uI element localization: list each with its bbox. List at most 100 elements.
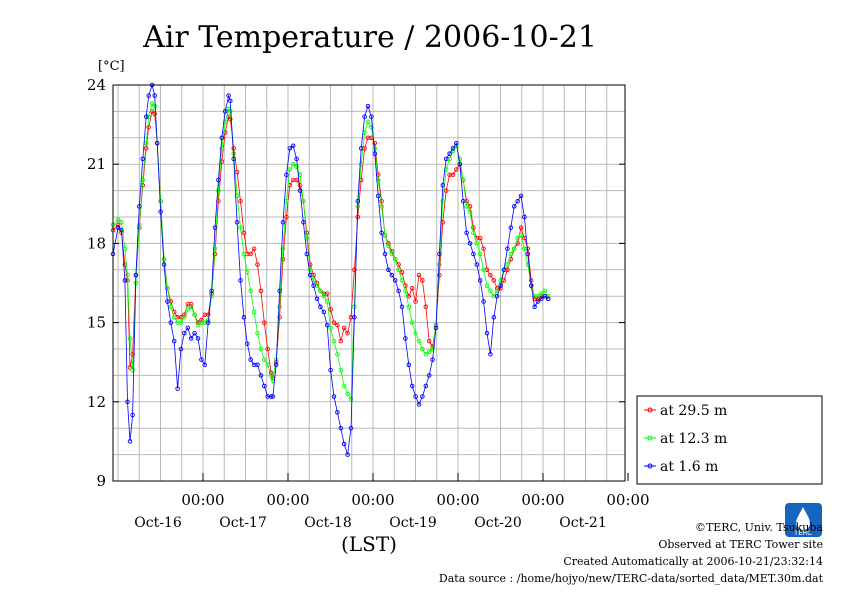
- data-point: [522, 214, 527, 220]
- data-point: [165, 299, 170, 304]
- data-point: [192, 312, 197, 317]
- data-point: [171, 338, 177, 344]
- data-point: [454, 140, 459, 146]
- data-point: [307, 272, 313, 278]
- data-point: [152, 103, 157, 109]
- series-layer: [110, 82, 551, 457]
- data-point: [454, 167, 459, 172]
- data-point: [222, 119, 228, 125]
- footer-source: Data source : /home/hojyo/new/TERC-data/…: [439, 572, 824, 585]
- data-point: [440, 183, 446, 188]
- data-point: [420, 278, 425, 283]
- data-point: [437, 251, 442, 257]
- data-point: [146, 124, 151, 130]
- data-point: [484, 283, 490, 288]
- data-point: [477, 278, 483, 283]
- data-point: [508, 251, 514, 257]
- data-point: [420, 394, 425, 399]
- data-point: [409, 320, 415, 325]
- data-point: [280, 220, 286, 225]
- data-point: [328, 325, 333, 331]
- data-point: [471, 225, 476, 230]
- data-point: [127, 439, 133, 444]
- data-point: [255, 362, 260, 368]
- data-point: [241, 230, 247, 236]
- data-point: [498, 283, 503, 288]
- data-point: [130, 412, 135, 418]
- data-point: [277, 288, 282, 294]
- data-point: [171, 315, 177, 320]
- data-point: [188, 304, 194, 310]
- data-point: [392, 256, 398, 262]
- x-tick-time-label: 00:00: [351, 491, 394, 509]
- data-point: [379, 204, 384, 209]
- data-point: [474, 241, 480, 246]
- data-point: [399, 304, 405, 310]
- terc-logo: TERC: [785, 503, 822, 537]
- data-point: [494, 293, 500, 299]
- data-point: [125, 399, 130, 405]
- legend-swatch-marker: [647, 463, 653, 469]
- data-point: [389, 251, 395, 257]
- data-point: [199, 317, 204, 323]
- data-point: [251, 246, 257, 251]
- data-point: [133, 272, 139, 278]
- plot-frame: [112, 84, 626, 482]
- data-point: [212, 246, 218, 251]
- data-point: [481, 267, 486, 273]
- data-point: [471, 251, 476, 257]
- data-point: [416, 272, 422, 278]
- data-point: [158, 209, 163, 214]
- data-point: [324, 299, 330, 304]
- data-point: [280, 246, 286, 251]
- data-point: [265, 362, 270, 368]
- y-tick-label: 18: [87, 234, 106, 252]
- data-point: [399, 278, 405, 283]
- data-point: [192, 330, 197, 336]
- data-point: [341, 325, 347, 331]
- data-point: [416, 338, 422, 344]
- data-point: [341, 383, 347, 389]
- y-tick-label: 12: [87, 393, 106, 411]
- data-point: [248, 357, 253, 362]
- data-point: [426, 349, 432, 354]
- data-point: [474, 262, 480, 267]
- x-tick-date-label: Oct-16: [134, 515, 182, 531]
- series-2: [110, 82, 551, 457]
- data-point: [423, 352, 429, 357]
- data-point: [406, 293, 412, 299]
- data-point: [403, 336, 408, 341]
- data-point: [335, 352, 340, 357]
- data-point: [119, 227, 124, 233]
- data-point: [222, 109, 228, 114]
- data-point: [443, 167, 449, 172]
- data-point: [258, 288, 264, 294]
- data-point: [430, 346, 435, 352]
- legend: at 29.5 m at 12.3 m at 1.6 m: [636, 395, 823, 485]
- data-point: [127, 336, 133, 341]
- data-point: [168, 304, 174, 310]
- data-point: [331, 320, 337, 325]
- data-point: [245, 341, 250, 346]
- data-point: [447, 151, 452, 156]
- data-point: [182, 315, 187, 320]
- chart-title: Air Temperature / 2006-10-21: [142, 20, 597, 55]
- data-point: [392, 278, 398, 283]
- data-point: [290, 143, 296, 148]
- grid-lines: [113, 85, 625, 481]
- y-tick-label: 24: [87, 76, 106, 94]
- data-point: [228, 109, 233, 114]
- data-point: [335, 410, 340, 415]
- data-point: [369, 124, 374, 130]
- data-point: [522, 246, 527, 251]
- data-point: [178, 320, 184, 325]
- data-point: [362, 114, 367, 119]
- data-point: [338, 425, 344, 431]
- data-point: [209, 288, 214, 294]
- data-point: [481, 299, 486, 304]
- data-point: [287, 167, 293, 172]
- data-point: [185, 325, 191, 331]
- data-point: [345, 452, 350, 457]
- legend-label: at 1.6 m: [660, 459, 718, 475]
